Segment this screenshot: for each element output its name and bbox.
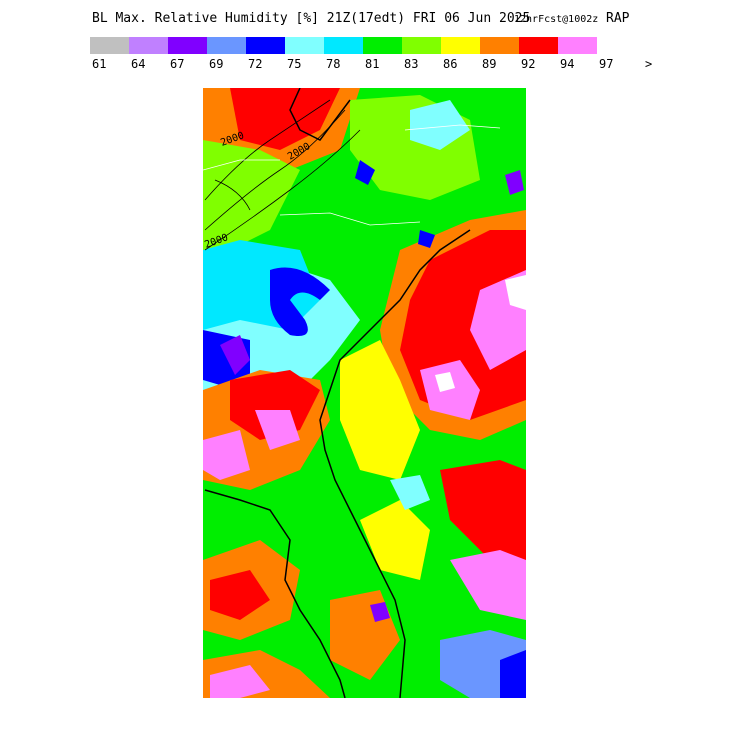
legend-swatch <box>441 37 480 54</box>
legend-swatch <box>285 37 324 54</box>
legend-label: 86 <box>443 57 457 71</box>
forecast-label: 12hrFcst@1002z <box>514 14 598 25</box>
legend-label: 61 <box>92 57 106 71</box>
legend-swatch <box>168 37 207 54</box>
humidity-map: 2000 2000 2000 <box>203 88 526 698</box>
legend-label: 72 <box>248 57 262 71</box>
legend-swatch <box>402 37 441 54</box>
legend-label: 81 <box>365 57 379 71</box>
legend-swatch <box>90 37 129 54</box>
legend-swatch <box>519 37 558 54</box>
legend-swatch <box>363 37 402 54</box>
legend-swatch <box>558 37 597 54</box>
legend-label: 89 <box>482 57 496 71</box>
color-legend: 61 64 67 69 72 75 78 81 83 86 89 92 94 97 > <box>90 37 652 71</box>
legend-swatch <box>246 37 285 54</box>
legend-label: 75 <box>287 57 301 71</box>
legend-label: 97 <box>599 57 613 71</box>
legend-label: 67 <box>170 57 184 71</box>
legend-label: 69 <box>209 57 223 71</box>
title: BL Max. Relative Humidity [%] 21Z(17edt)… <box>92 11 530 26</box>
legend-swatch <box>324 37 363 54</box>
legend-label: > <box>645 57 652 71</box>
model-label: RAP <box>606 11 630 26</box>
legend-swatch <box>480 37 519 54</box>
legend-label: 64 <box>131 57 145 71</box>
legend-swatch <box>129 37 168 54</box>
legend-label: 92 <box>521 57 535 71</box>
legend-label: 94 <box>560 57 574 71</box>
legend-label: 78 <box>326 57 340 71</box>
legend-swatch <box>207 37 246 54</box>
legend-label: 83 <box>404 57 418 71</box>
